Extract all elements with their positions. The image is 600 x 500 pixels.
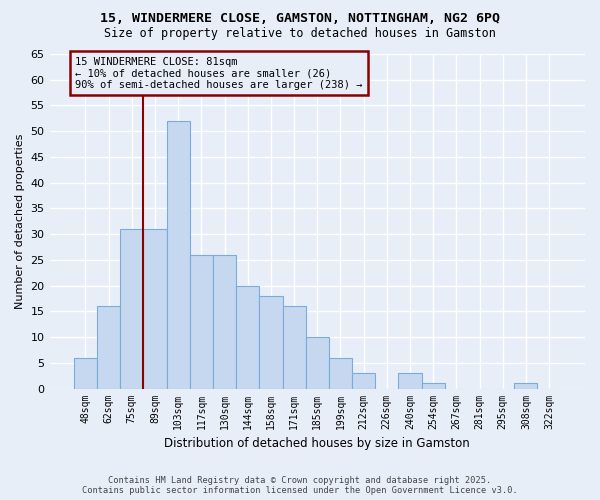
Text: Size of property relative to detached houses in Gamston: Size of property relative to detached ho… [104, 28, 496, 40]
Bar [213, 254, 236, 388]
Bar [352, 373, 375, 388]
Bar [120, 229, 143, 388]
Text: 15, WINDERMERE CLOSE, GAMSTON, NOTTINGHAM, NG2 6PQ: 15, WINDERMERE CLOSE, GAMSTON, NOTTINGHA… [100, 12, 500, 26]
Y-axis label: Number of detached properties: Number of detached properties [15, 134, 25, 309]
Bar [74, 358, 97, 388]
Bar [190, 254, 213, 388]
Bar [329, 358, 352, 388]
Bar [97, 306, 120, 388]
X-axis label: Distribution of detached houses by size in Gamston: Distribution of detached houses by size … [164, 437, 470, 450]
Bar [398, 373, 422, 388]
Text: 15 WINDERMERE CLOSE: 81sqm
← 10% of detached houses are smaller (26)
90% of semi: 15 WINDERMERE CLOSE: 81sqm ← 10% of deta… [75, 56, 362, 90]
Text: Contains HM Land Registry data © Crown copyright and database right 2025.
Contai: Contains HM Land Registry data © Crown c… [82, 476, 518, 495]
Bar [422, 384, 445, 388]
Bar [305, 337, 329, 388]
Bar [283, 306, 305, 388]
Bar [259, 296, 283, 388]
Bar [143, 229, 167, 388]
Bar [514, 384, 538, 388]
Bar [236, 286, 259, 389]
Bar [167, 121, 190, 388]
